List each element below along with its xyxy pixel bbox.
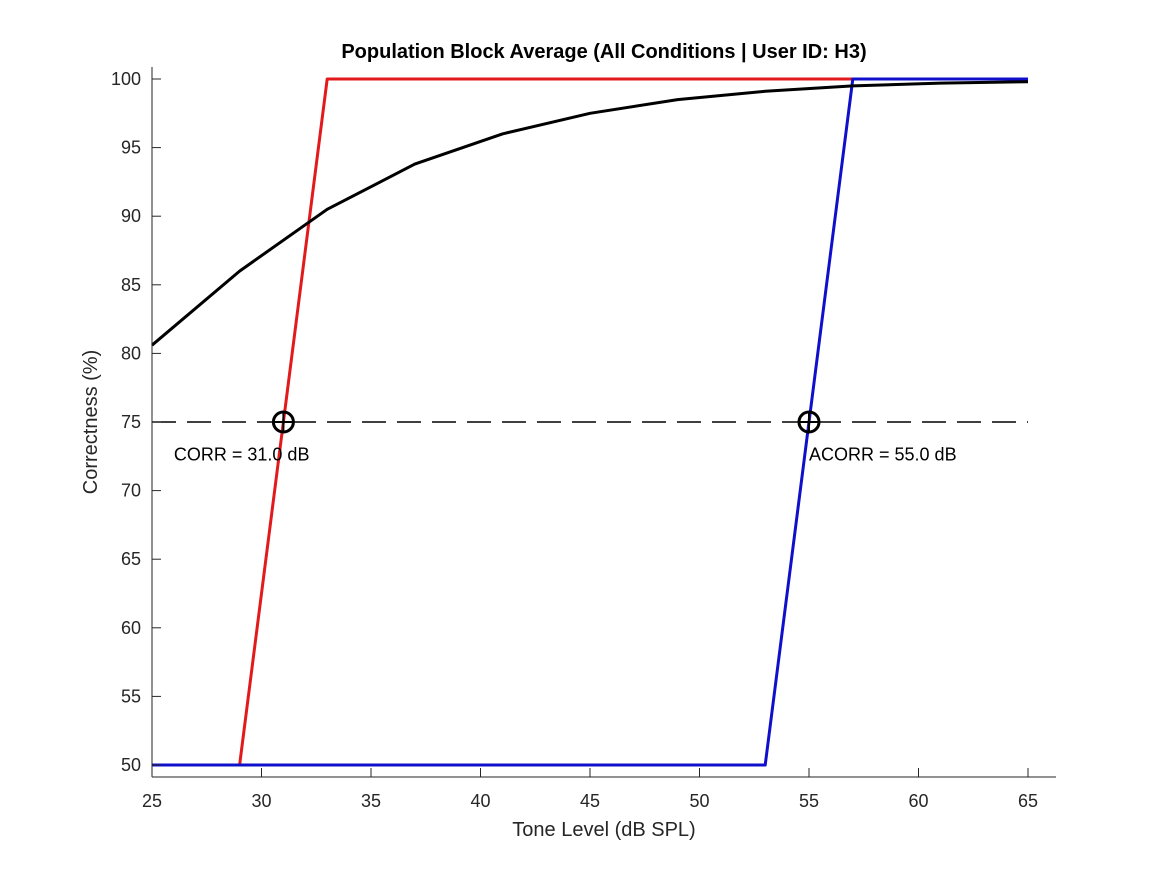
y-tick-label: 100	[111, 69, 141, 89]
threshold-annotation: CORR = 31.0 dB	[174, 444, 310, 464]
threshold-marker	[797, 410, 821, 434]
x-tick-label: 40	[470, 791, 490, 811]
y-tick-label: 60	[121, 618, 141, 638]
y-ticks: 50 55 60 65 70 75 80 85 90 95 100	[111, 69, 161, 775]
x-tick-label: 30	[251, 791, 271, 811]
y-tick-label: 55	[121, 686, 141, 706]
threshold-annotation: ACORR = 55.0 dB	[809, 444, 957, 464]
x-tick-label: 55	[799, 791, 819, 811]
x-tick-label: 25	[142, 791, 162, 811]
y-tick-label: 85	[121, 275, 141, 295]
axes: 25 30 35 40 45 50 55 60 65 50 55 60 65 70 75 80 85 90 95 1…	[111, 67, 1056, 811]
annotation-layer: CORR = 31.0 dB ACORR = 55.0 dB	[174, 444, 957, 464]
chart-title: Population Block Average (All Conditions…	[341, 41, 866, 63]
marker-layer	[271, 410, 821, 434]
plot-area: CORR = 31.0 dB ACORR = 55.0 dB	[151, 77, 1029, 767]
y-tick-label: 75	[121, 412, 141, 432]
threshold-marker	[271, 410, 295, 434]
y-tick-label: 95	[121, 138, 141, 158]
y-tick-label: 90	[121, 206, 141, 226]
x-ticks: 25 30 35 40 45 50 55 60 65	[142, 768, 1038, 811]
y-tick-label: 65	[121, 549, 141, 569]
x-tick-label: 60	[908, 791, 928, 811]
y-axis-label: Correctness (%)	[80, 350, 102, 494]
x-axis-label: Tone Level (dB SPL)	[512, 819, 695, 841]
x-tick-label: 45	[580, 791, 600, 811]
y-tick-label: 70	[121, 481, 141, 501]
series-line	[238, 77, 853, 766]
x-tick-label: 35	[361, 791, 381, 811]
y-tick-label: 50	[121, 755, 141, 775]
y-tick-label: 80	[121, 343, 141, 363]
series-line	[151, 80, 1029, 347]
x-tick-label: 65	[1018, 791, 1038, 811]
x-tick-label: 50	[689, 791, 709, 811]
